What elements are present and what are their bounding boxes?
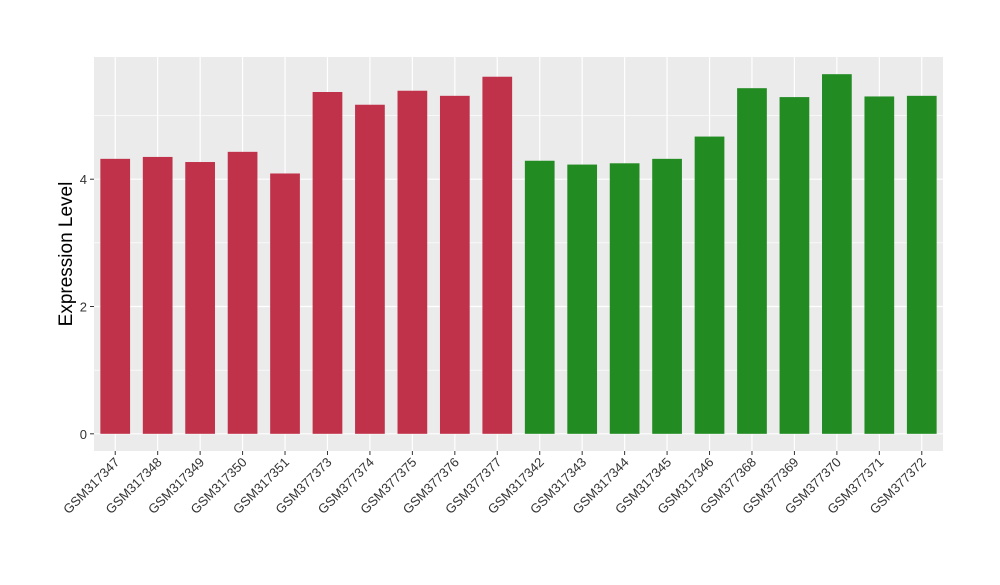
- bar-GSM317346: [694, 136, 725, 434]
- bar-GSM377371: [864, 96, 895, 434]
- bar-GSM377372: [906, 95, 937, 434]
- y-axis-title: Expression Level: [56, 182, 77, 327]
- bar-GSM317342: [524, 160, 555, 434]
- plot-panel: [94, 57, 943, 451]
- bar-GSM377374: [355, 104, 385, 434]
- bar-GSM317347: [100, 158, 131, 434]
- bar-GSM377368: [737, 88, 767, 434]
- bar-GSM317349: [185, 162, 215, 434]
- bar-GSM377376: [439, 95, 470, 434]
- y-tick-label: 0: [80, 427, 87, 442]
- bar-GSM377377: [482, 76, 513, 434]
- bar-GSM317343: [567, 164, 598, 434]
- y-tick-label: 4: [80, 172, 87, 187]
- bar-GSM377373: [312, 92, 343, 434]
- bar-GSM377369: [779, 97, 810, 434]
- bar-GSM377375: [397, 90, 428, 434]
- bar-GSM317344: [609, 163, 640, 434]
- bar-GSM317348: [142, 156, 173, 434]
- bar-GSM317351: [270, 173, 300, 434]
- bar-GSM317345: [652, 158, 682, 434]
- bar-GSM377370: [822, 74, 852, 434]
- bar-GSM317350: [227, 151, 258, 434]
- y-tick-label: 2: [80, 300, 87, 315]
